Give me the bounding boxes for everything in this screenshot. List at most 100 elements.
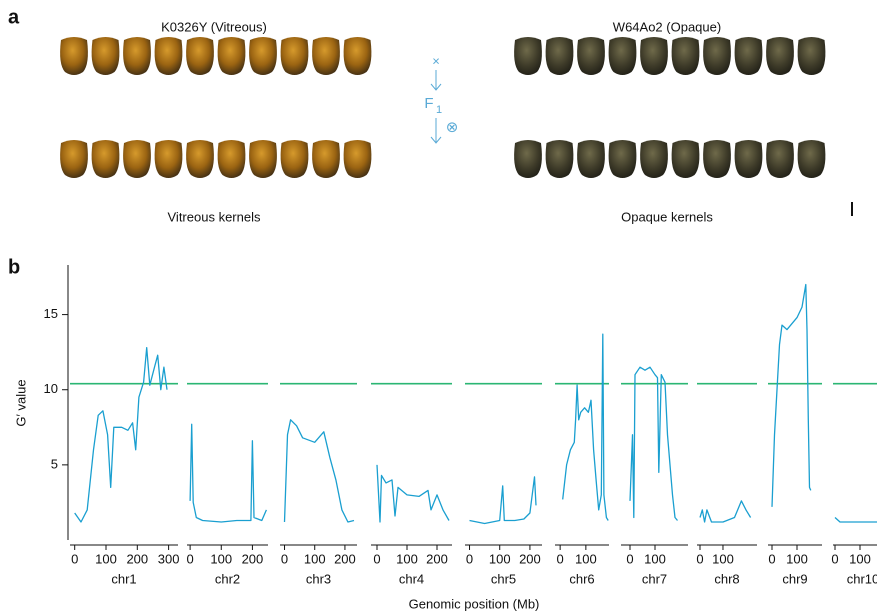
kernel [92,37,120,75]
panel-letter: b [8,256,20,278]
kernel [672,140,700,178]
kernel [281,140,309,178]
g-value-line [75,348,167,522]
kernel [514,140,542,178]
kernel-photos [60,37,825,178]
kernel [609,37,637,75]
kernel [735,140,763,178]
kernel [186,140,214,178]
kernel [123,37,151,75]
kernel [249,37,277,75]
x-tick-label: 0 [831,551,838,566]
chromosome-label: chr2 [215,571,240,586]
kernel [577,37,605,75]
g-value-line [377,465,449,522]
x-tick-label: 100 [644,551,666,566]
x-tick-label: 100 [95,551,117,566]
y-tick-label: 5 [51,456,58,471]
x-tick-label: 200 [334,551,356,566]
kernel [249,140,277,178]
chromosome-label: chr10 [847,571,877,586]
kernel [735,37,763,75]
x-axis-label: Genomic position (Mb) [409,596,540,611]
chromosome-label: chr6 [569,571,594,586]
x-tick-label: 300 [158,551,180,566]
x-tick-label: 100 [712,551,734,566]
cross-symbol: × [432,53,440,68]
group-caption: Opaque kernels [621,209,713,224]
g-value-line [835,518,877,523]
kernel [546,37,574,75]
y-axis-label: G′ value [13,379,28,426]
chromosome-label: chr9 [782,571,807,586]
kernel [344,37,372,75]
kernel [609,140,637,178]
chromosome-label: chr4 [399,571,424,586]
chromosome-label: chr1 [111,571,136,586]
kernel [703,37,731,75]
figure: a K0326Y (Vitreous) W64Ao2 (Opaque) × F … [0,0,877,616]
x-tick-label: 0 [557,551,564,566]
x-tick-label: 100 [210,551,232,566]
x-tick-label: 100 [396,551,418,566]
x-tick-label: 0 [373,551,380,566]
y-tick-label: 15 [44,306,58,321]
x-tick-label: 0 [768,551,775,566]
x-tick-label: 0 [281,551,288,566]
kernel [155,140,183,178]
x-tick-label: 200 [126,551,148,566]
kernel [155,37,183,75]
x-tick-label: 200 [519,551,541,566]
g-value-line [470,477,537,524]
kernel [798,37,826,75]
kernel [640,37,668,75]
self-symbol: ⊗ [446,119,459,136]
g-value-line [700,501,751,522]
kernel [766,37,794,75]
kernel [703,140,731,178]
x-tick-label: 100 [489,551,511,566]
panel-letter: a [8,6,20,28]
x-tick-label: 200 [426,551,448,566]
kernel [281,37,309,75]
chromosome-label: chr5 [491,571,516,586]
kernel [344,140,372,178]
kernel [766,140,794,178]
kernel [60,140,88,178]
kernel [514,37,542,75]
x-tick-label: 0 [186,551,193,566]
g-value-line [772,285,811,507]
kernel [218,37,246,75]
group-title: W64Ao2 (Opaque) [613,19,721,34]
kernel [92,140,120,178]
kernel [312,37,340,75]
kernel [218,140,246,178]
chromosome-label: chr7 [642,571,667,586]
group-caption: Vitreous kernels [168,209,261,224]
arrow [431,70,441,90]
kernel [123,140,151,178]
g-value-line [285,420,355,522]
g-value-line [563,334,609,520]
x-tick-label: 0 [696,551,703,566]
kernel [60,37,88,75]
x-tick-label: 0 [71,551,78,566]
x-tick-label: 100 [849,551,871,566]
f1-label: F [424,95,433,112]
x-tick-label: 100 [786,551,808,566]
chromosome-label: chr8 [714,571,739,586]
x-tick-label: 100 [575,551,597,566]
kernel [546,140,574,178]
chromosome-label: chr3 [306,571,331,586]
y-tick-label: 10 [44,381,58,396]
kernel [577,140,605,178]
group-title: K0326Y (Vitreous) [161,19,267,34]
x-tick-label: 0 [466,551,473,566]
arrow [431,118,441,143]
x-tick-label: 100 [304,551,326,566]
kernel [672,37,700,75]
x-tick-label: 200 [242,551,264,566]
f1-subscript: 1 [436,104,442,116]
kernel [312,140,340,178]
